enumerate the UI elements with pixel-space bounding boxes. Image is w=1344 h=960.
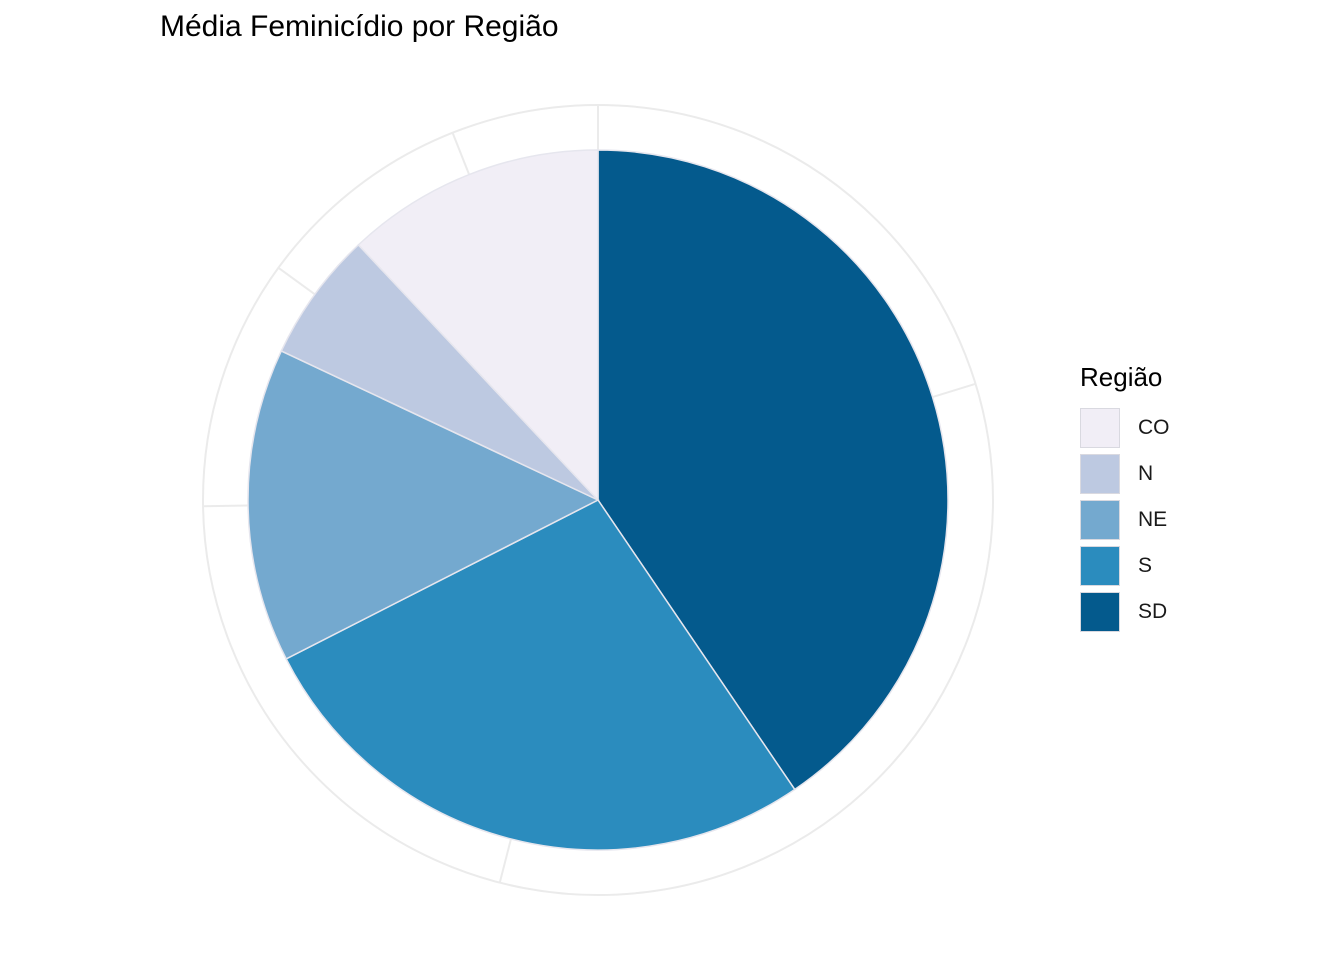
chart-title: Média Feminicídio por Região bbox=[160, 10, 559, 43]
legend-item-n: N bbox=[1080, 451, 1170, 497]
pie-slice-s bbox=[285, 499, 796, 851]
legend-title: Região bbox=[1080, 362, 1163, 392]
pie-slice-co bbox=[357, 149, 599, 502]
legend-items: CO N NE S SD bbox=[1080, 405, 1170, 635]
grid-tick bbox=[203, 504, 249, 508]
pie-slice-sd bbox=[597, 149, 949, 791]
legend-label: SD bbox=[1138, 600, 1168, 623]
legend-label: S bbox=[1138, 554, 1153, 577]
legend-key bbox=[1080, 592, 1120, 632]
pie-slice-n bbox=[280, 243, 599, 501]
legend-label: NE bbox=[1138, 508, 1168, 531]
pie-slices bbox=[247, 149, 949, 851]
grid-tick bbox=[932, 382, 976, 399]
grid-tick bbox=[498, 838, 512, 883]
legend-key bbox=[1080, 454, 1120, 494]
legend-label: CO bbox=[1138, 416, 1170, 439]
grid-tick bbox=[451, 132, 471, 175]
legend-item-co: CO bbox=[1080, 405, 1170, 451]
legend-item-s: S bbox=[1080, 543, 1170, 589]
legend-key bbox=[1080, 500, 1120, 540]
legend-item-ne: NE bbox=[1080, 497, 1170, 543]
pie-slice-ne bbox=[247, 349, 600, 660]
legend-key bbox=[1080, 546, 1120, 586]
legend-label: N bbox=[1138, 462, 1154, 485]
grid-tick bbox=[277, 267, 316, 296]
legend: Região CO N NE S SD bbox=[1080, 362, 1170, 635]
legend-key bbox=[1080, 408, 1120, 448]
polar-grid bbox=[202, 104, 994, 896]
legend-item-sd: SD bbox=[1080, 589, 1170, 635]
